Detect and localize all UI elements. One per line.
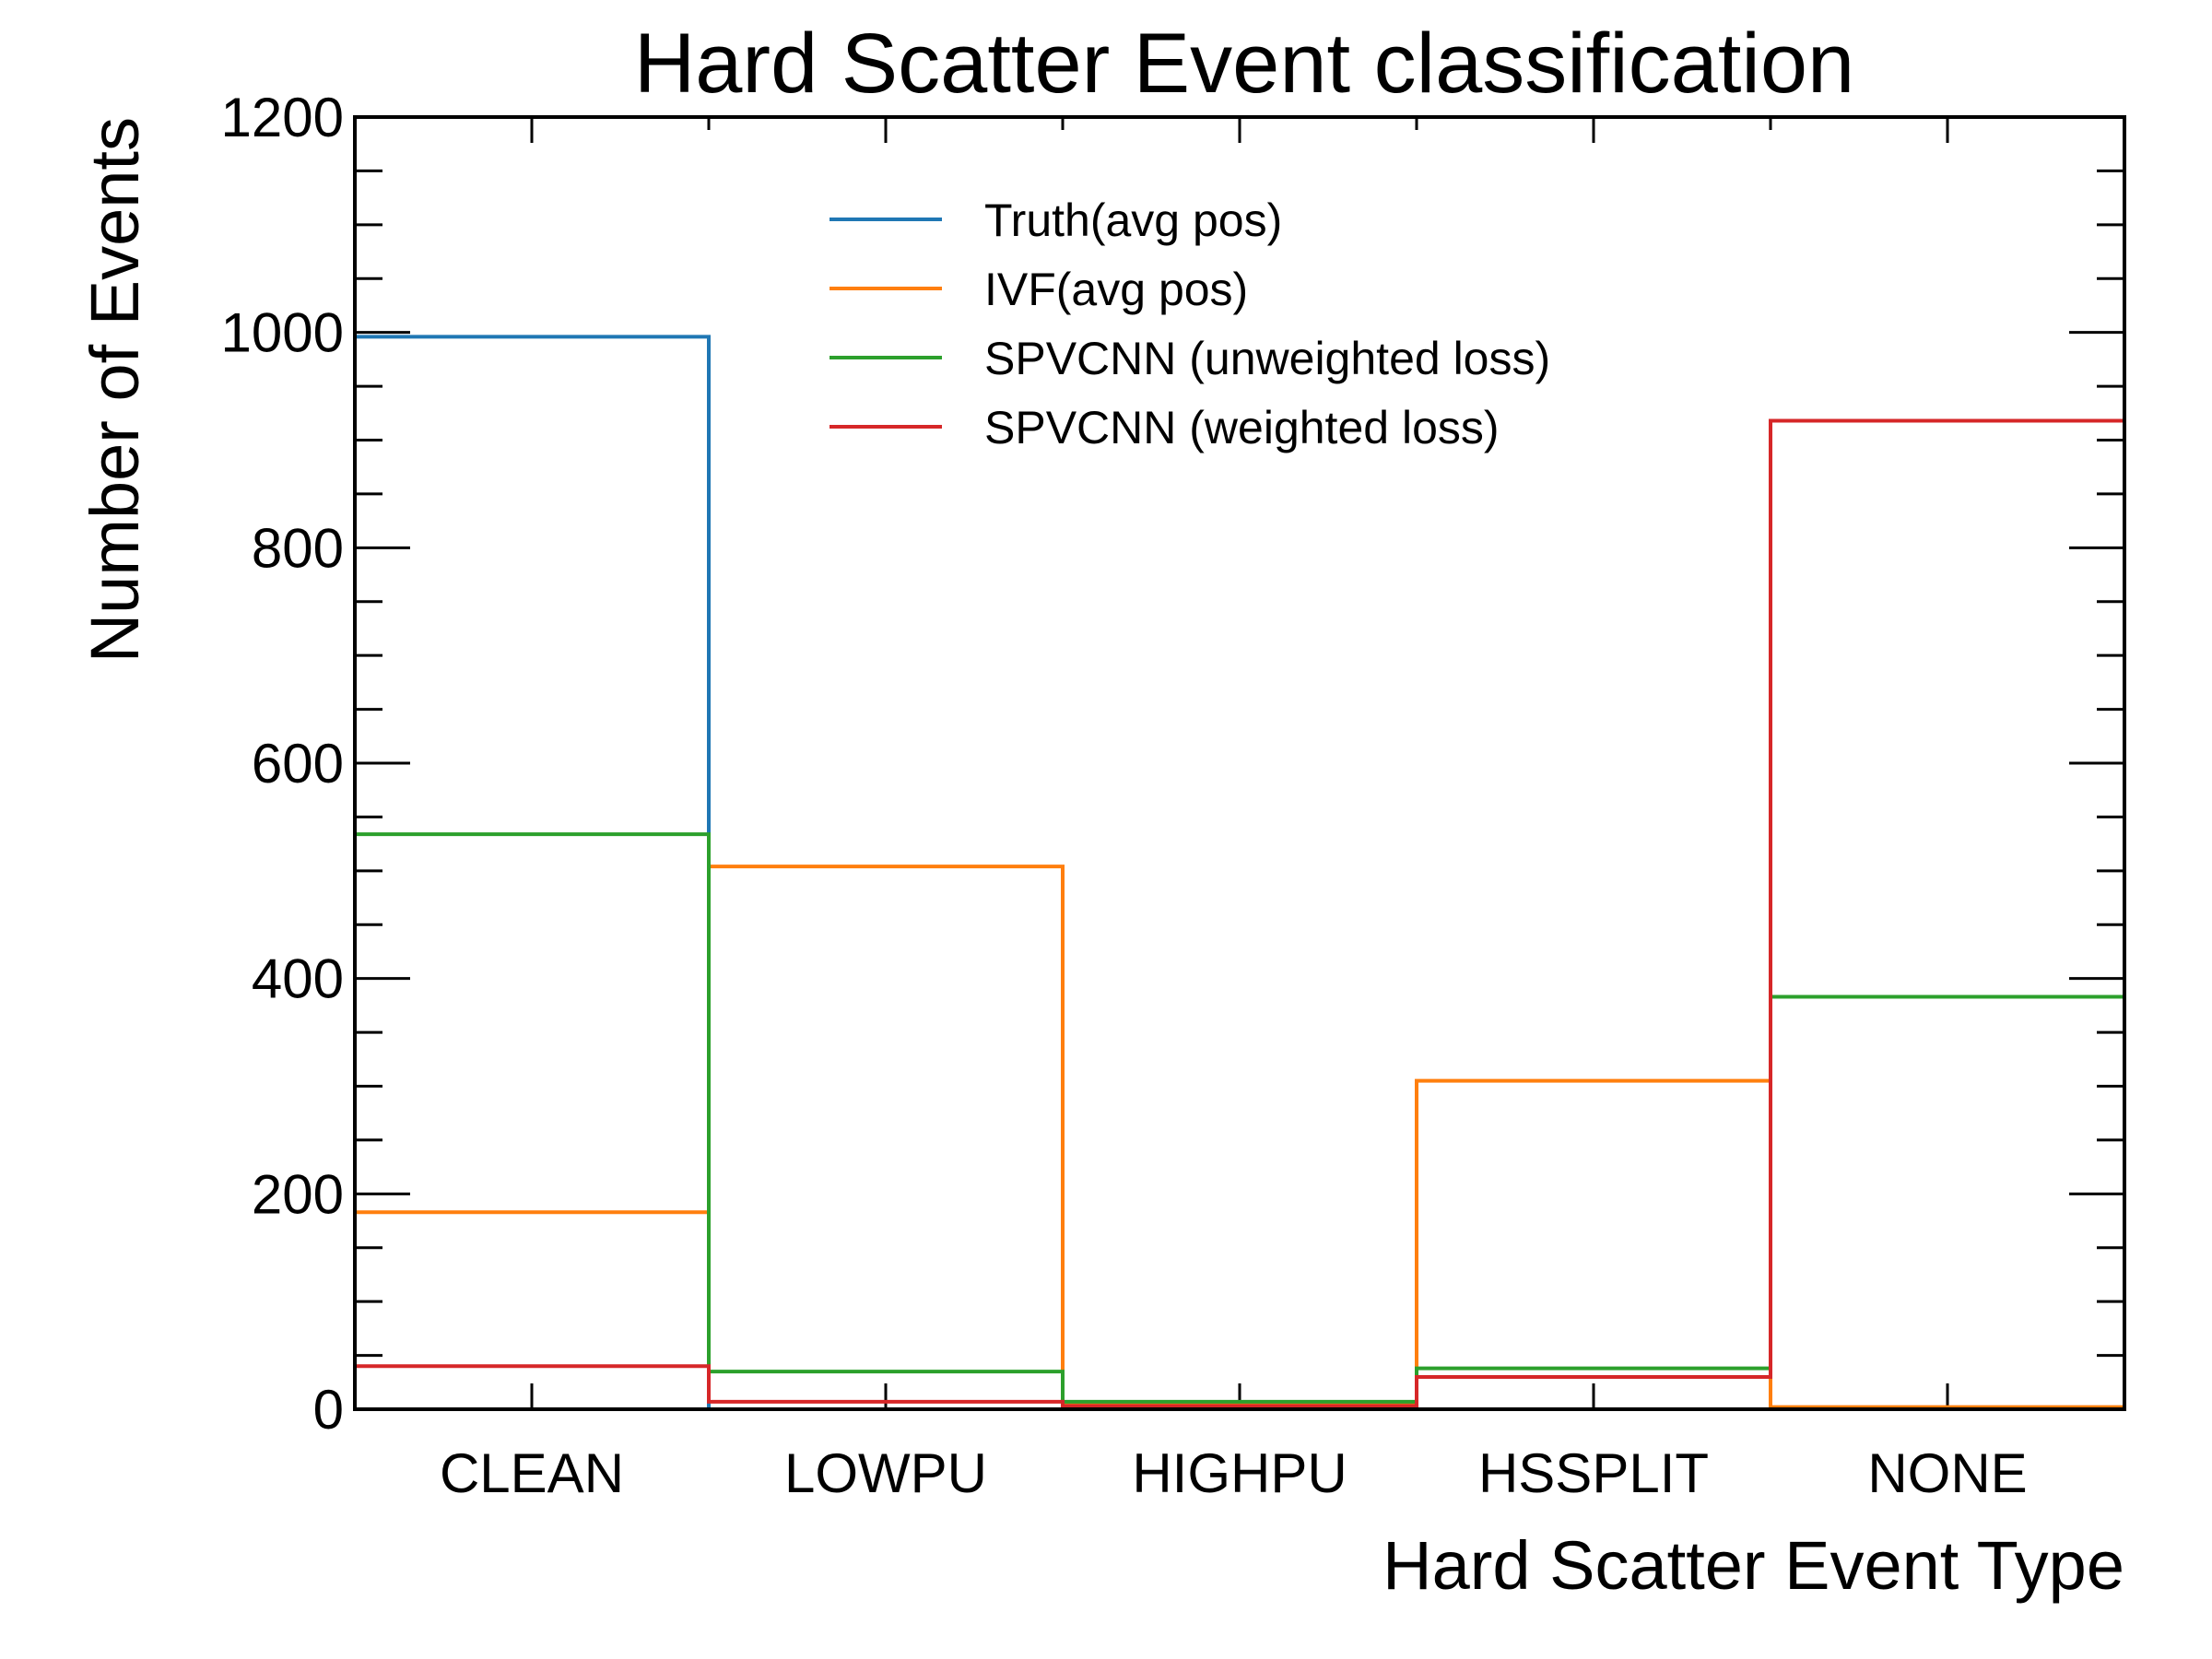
axis-ticks <box>355 115 2124 1411</box>
legend-label-truth-avg-pos: Truth(avg pos) <box>984 194 1282 246</box>
y-tick-label: 200 <box>252 1163 344 1225</box>
y-tick-label: 1000 <box>221 302 344 364</box>
x-tick-label-clean: CLEAN <box>440 1442 624 1504</box>
x-axis-label: Hard Scatter Event Type <box>1382 1527 2124 1604</box>
series-line-spvcnn-unweighted-loss <box>355 832 2124 1404</box>
y-tick-label: 1200 <box>221 87 344 148</box>
x-tick-label-none: NONE <box>1867 1442 2027 1504</box>
chart-title: Hard Scatter Event classification <box>634 17 1854 111</box>
y-tick-label: 600 <box>252 733 344 794</box>
legend: Truth(avg pos) IVF(avg pos) SPVCNN (unweig… <box>830 194 1550 453</box>
series-line-spvcnn-weighted-loss <box>355 418 2124 1408</box>
legend-label-spvcnn-weighted-loss: SPVCNN (weighted loss) <box>984 402 1500 453</box>
y-axis-label: Number of Events <box>76 117 153 663</box>
series-line-truth-avg-pos <box>355 335 2124 1411</box>
legend-label-ivf-avg-pos: IVF(avg pos) <box>984 264 1248 315</box>
y-tick-label: 0 <box>313 1379 344 1441</box>
x-tick-label-highpu: HIGHPU <box>1132 1442 1347 1504</box>
series-layer <box>355 335 2124 1411</box>
y-tick-label: 800 <box>252 517 344 579</box>
tick-labels: 0 200 400 600 800 1000 1200 CLEAN LOWPU HIGHPU HSS… <box>221 87 2028 1504</box>
legend-label-spvcnn-unweighted-loss: SPVCNN (unweighted loss) <box>984 333 1550 384</box>
y-tick-label: 400 <box>252 948 344 1010</box>
plot-frame <box>353 115 2126 1411</box>
x-tick-label-hssplit: HSSPLIT <box>1478 1442 1709 1504</box>
series-line-ivf-avg-pos <box>355 865 2124 1409</box>
x-tick-label-lowpu: LOWPU <box>784 1442 987 1504</box>
